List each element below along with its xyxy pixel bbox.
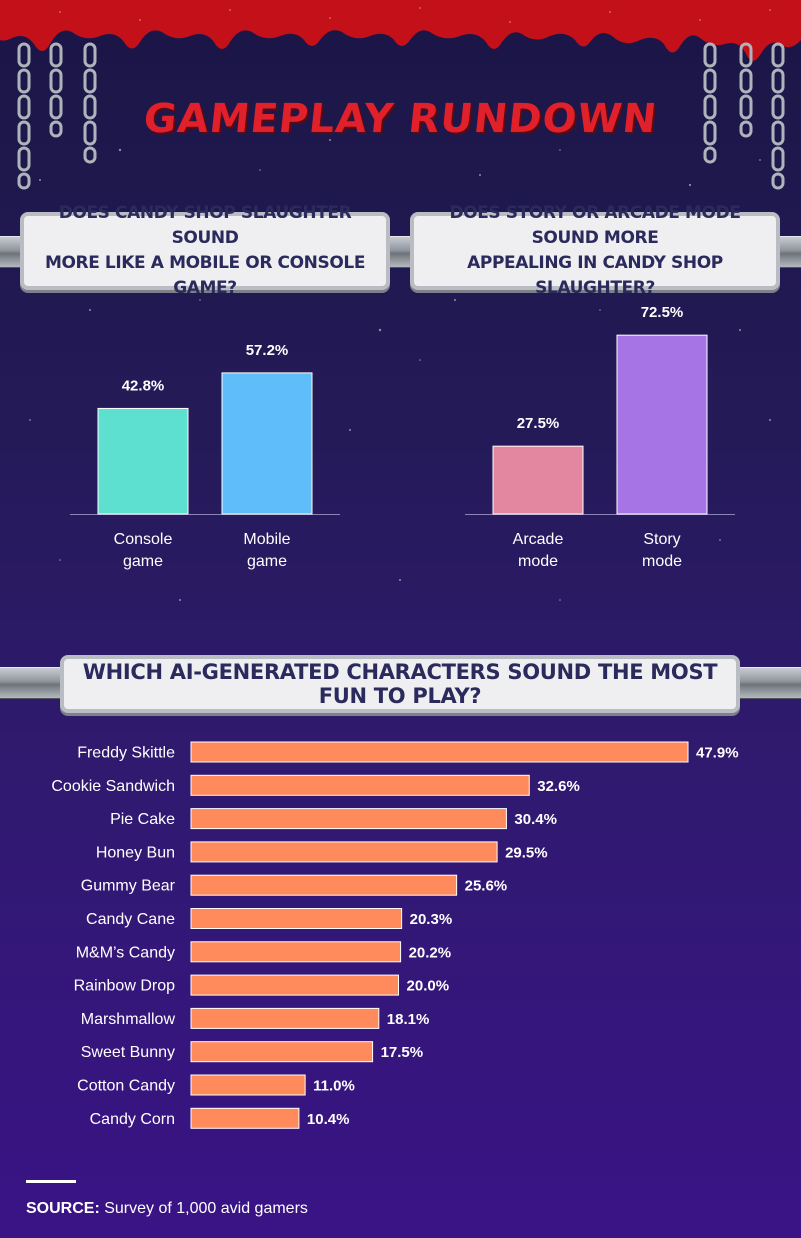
character-value-label: 29.5% (505, 844, 548, 861)
character-label: M&M’s Candy (76, 944, 175, 961)
mode-category-label-story: Story (643, 531, 680, 548)
character-value-label: 11.0% (313, 1078, 355, 1095)
character-label: Honey Bun (96, 844, 175, 861)
character-bar (190, 908, 403, 929)
source-label: SOURCE: (26, 1200, 100, 1217)
platform-category-label-console: Console (114, 531, 173, 548)
chart-mode: 27.5% Arcade mode 72.5% Story mode (465, 304, 735, 570)
character-bar (190, 841, 498, 863)
character-value-label: 20.3% (410, 911, 453, 928)
platform-bar-console (97, 407, 189, 515)
source-divider (26, 1180, 76, 1183)
character-value-label: 25.6% (465, 878, 508, 895)
question-mode-line1: DOES STORY OR ARCADE MODE SOUND MORE (449, 203, 741, 248)
platform-category-label-mobile: Mobile (243, 531, 290, 548)
chain-left-inner-decoration (49, 42, 63, 138)
chain-left-third-decoration (83, 42, 97, 164)
chain-left-decoration (17, 42, 31, 190)
character-bar (190, 1074, 306, 1096)
mode-category-label-arcade: Arcade (513, 531, 564, 548)
character-bar (190, 941, 402, 963)
question-platform-line2: MORE LIKE A MOBILE OR CONSOLE GAME? (44, 253, 366, 298)
mode-bar-arcade (492, 445, 584, 515)
character-value-label: 20.2% (409, 944, 452, 961)
question-box-platform: DOES CANDY SHOP SLAUGHTER SOUND MORE LIK… (20, 203, 390, 298)
question-mode-line2: APPEALING IN CANDY SHOP SLAUGHTER? (467, 253, 723, 298)
platform-value-label-console: 42.8% (122, 377, 165, 394)
character-label: Cookie Sandwich (51, 778, 175, 795)
mode-value-label-story: 72.5% (641, 304, 684, 321)
question-box-characters: WHICH AI-GENERATED CHARACTERS SOUND THE … (60, 655, 740, 713)
character-label: Candy Corn (90, 1111, 175, 1128)
character-label: Sweet Bunny (81, 1044, 175, 1061)
character-label: Candy Cane (86, 911, 175, 928)
chain-right-decoration (771, 42, 785, 190)
character-bar (190, 774, 530, 796)
character-label: Gummy Bear (81, 878, 176, 895)
mode-category-label-story: mode (642, 553, 682, 570)
character-bar (190, 808, 507, 830)
source-note: SOURCE: Survey of 1,000 avid gamers (26, 1200, 308, 1218)
blood-drip-decoration (0, 0, 801, 61)
character-bar (190, 741, 689, 763)
character-value-label: 47.9% (696, 745, 739, 762)
chart-characters: Freddy Skittle 47.9% Cookie Sandwich 32.6% P… (51, 741, 739, 1129)
character-value-label: 30.4% (514, 811, 557, 828)
character-label: Pie Cake (110, 811, 175, 828)
character-bar (190, 874, 458, 896)
character-label: Marshmallow (81, 1011, 176, 1028)
character-label: Freddy Skittle (77, 745, 175, 762)
character-value-label: 17.5% (381, 1044, 424, 1061)
source-text: Survey of 1,000 avid gamers (99, 1200, 308, 1217)
character-label: Rainbow Drop (74, 978, 175, 995)
chain-right-third-decoration (703, 42, 717, 164)
chain-right-inner-decoration (739, 42, 753, 138)
mode-value-label-arcade: 27.5% (517, 415, 560, 432)
character-value-label: 10.4% (307, 1111, 350, 1128)
character-value-label: 18.1% (387, 1011, 430, 1028)
character-value-label: 20.0% (407, 978, 450, 995)
platform-value-label-mobile: 57.2% (246, 342, 289, 359)
character-value-label: 32.6% (537, 778, 580, 795)
question-characters: WHICH AI-GENERATED CHARACTERS SOUND THE … (82, 660, 718, 708)
platform-category-label-console: game (123, 553, 163, 570)
character-bar (190, 1007, 380, 1029)
page-title: GAMEPLAY RUNDOWN (141, 96, 660, 142)
mode-category-label-arcade: mode (518, 553, 558, 570)
chart-platform: 42.8% Console game 57.2% Mobile game (70, 342, 340, 570)
platform-category-label-mobile: game (247, 553, 287, 570)
question-platform-line1: DOES CANDY SHOP SLAUGHTER SOUND (58, 203, 352, 248)
character-label: Cotton Candy (77, 1078, 175, 1095)
character-bar (190, 1041, 374, 1063)
mode-bar-story (616, 334, 708, 515)
platform-bar-mobile (221, 372, 313, 515)
character-bar (190, 974, 400, 996)
character-bar (190, 1107, 300, 1129)
question-box-mode: DOES STORY OR ARCADE MODE SOUND MORE APP… (410, 203, 780, 298)
